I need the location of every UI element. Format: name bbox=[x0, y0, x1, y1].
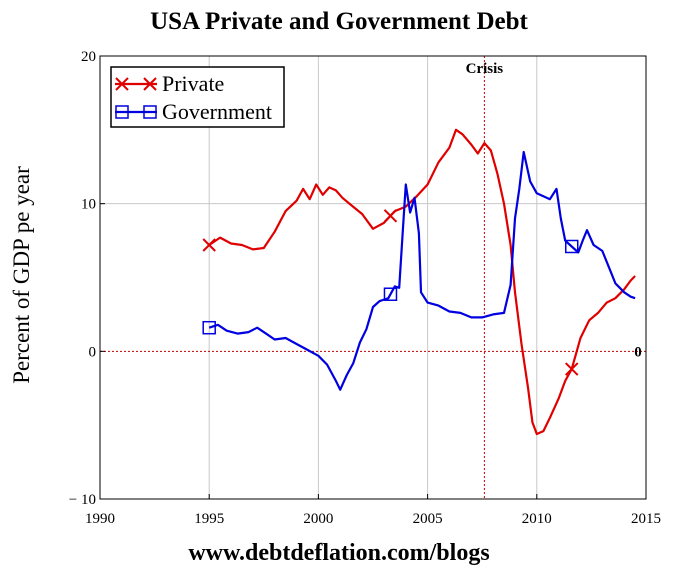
government-series-line bbox=[208, 150, 636, 391]
x-marker-stroke bbox=[115, 77, 129, 91]
legend-private-marker bbox=[143, 77, 157, 91]
y-tick-label: 20 bbox=[81, 49, 96, 65]
x-marker-stroke bbox=[143, 77, 157, 91]
private-series-line bbox=[208, 128, 636, 436]
x-tick-label: 2005 bbox=[413, 511, 443, 527]
x-marker-stroke bbox=[565, 362, 579, 376]
x-marker-stroke bbox=[383, 209, 398, 223]
y-tick-label: 10 bbox=[81, 197, 96, 213]
legend-government-marker bbox=[115, 105, 129, 119]
x-tick-label: 2010 bbox=[522, 511, 552, 527]
footer-url: www.debtdeflation.com/blogs bbox=[188, 540, 490, 566]
x-marker-stroke bbox=[202, 238, 216, 252]
zero-label: 0 bbox=[634, 344, 642, 360]
x-tick-label: 1995 bbox=[194, 511, 224, 527]
x-tick-label: 1990 bbox=[85, 511, 115, 527]
government-series-marker bbox=[564, 239, 579, 254]
government-series-marker bbox=[202, 320, 216, 335]
x-tick-label: 2015 bbox=[631, 511, 661, 527]
y-tick-label: − 10 bbox=[69, 492, 96, 508]
chart-title: USA Private and Government Debt bbox=[150, 8, 528, 35]
legend-box bbox=[110, 66, 285, 128]
private-series-marker bbox=[202, 238, 216, 252]
legend-private-label: Private bbox=[162, 71, 224, 96]
legend-government-marker bbox=[143, 105, 157, 119]
private-series-marker bbox=[565, 362, 579, 376]
government-series-marker bbox=[383, 287, 398, 301]
legend-private-marker bbox=[115, 77, 129, 91]
private-series-marker bbox=[383, 209, 398, 223]
legend-government-label: Government bbox=[162, 99, 272, 124]
x-tick-label: 2000 bbox=[303, 511, 333, 527]
y-tick-label: 0 bbox=[89, 344, 97, 360]
crisis-label: Crisis bbox=[466, 61, 504, 77]
plot-frame bbox=[99, 55, 647, 500]
